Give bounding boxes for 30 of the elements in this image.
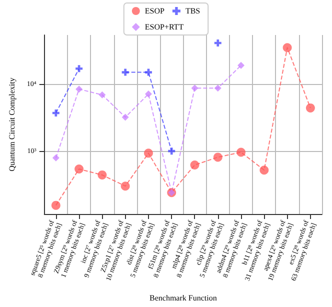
legend-label: ESOP+RTT bbox=[144, 22, 184, 32]
point bbox=[122, 114, 129, 121]
point bbox=[98, 91, 106, 98]
point bbox=[306, 103, 315, 112]
point bbox=[214, 40, 222, 47]
point bbox=[51, 200, 60, 210]
point bbox=[190, 160, 200, 170]
point bbox=[191, 84, 198, 92]
point bbox=[236, 148, 246, 157]
point bbox=[144, 90, 152, 98]
point bbox=[282, 43, 292, 52]
point bbox=[76, 65, 83, 72]
point bbox=[98, 170, 107, 180]
point bbox=[122, 68, 129, 76]
point bbox=[144, 148, 153, 158]
point bbox=[76, 86, 83, 93]
point bbox=[214, 84, 222, 92]
point bbox=[144, 68, 152, 76]
point bbox=[120, 182, 130, 191]
point bbox=[74, 164, 84, 174]
point bbox=[52, 154, 60, 162]
legend-label: ESOP bbox=[144, 6, 165, 16]
legend-label: TBS bbox=[185, 6, 200, 16]
point bbox=[213, 152, 222, 162]
point bbox=[238, 62, 245, 69]
point bbox=[260, 166, 269, 175]
x-axis-title: Benchmark Function bbox=[150, 294, 217, 302]
point bbox=[168, 148, 176, 155]
y-axis-title: Quantum Circuit Complexity bbox=[8, 78, 16, 172]
point bbox=[52, 110, 60, 116]
